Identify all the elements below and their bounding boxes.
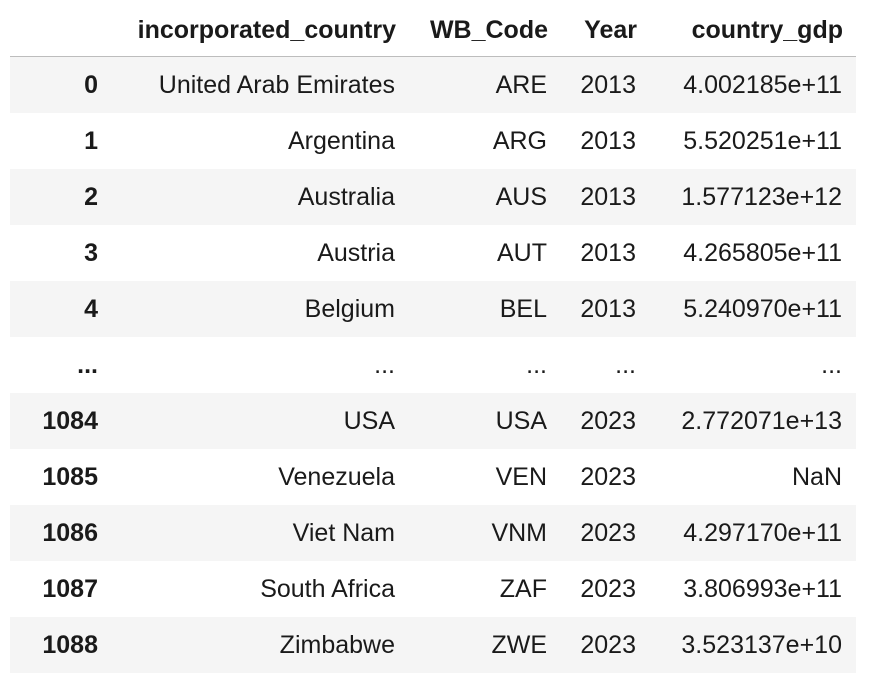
table-body: 0 United Arab Emirates ARE 2013 4.002185e+11… <box>10 56 856 673</box>
table-row: 2 Australia AUS 2013 1.577123e+12 <box>10 169 856 225</box>
row-index-label: 1 <box>84 126 98 155</box>
header-incorporated-country: incorporated_country <box>98 4 409 57</box>
row-index: 4 <box>10 281 98 337</box>
table-row: 1 Argentina ARG 2013 5.520251e+11 <box>10 113 856 169</box>
table-row: ............... <box>10 337 856 393</box>
cell-incorporated-country: South Africa <box>260 574 395 603</box>
cell-wb-code: ARE <box>495 70 547 99</box>
header-row: incorporated_country WB_Code Year countr… <box>10 4 856 57</box>
table-row: 1085 Venezuela VEN 2023 NaN <box>10 449 856 505</box>
cell-incorporated-country: United Arab Emirates <box>158 70 395 99</box>
cell-incorporated-country: Australia <box>297 182 395 211</box>
row-index: 2 <box>10 169 98 225</box>
cell-year: ... <box>615 350 636 379</box>
cell-year: 2023 <box>580 630 636 659</box>
cell-wb-code: VNM <box>491 518 547 547</box>
table-row: 1084 USA USA 2023 2.772071e+13 <box>10 393 856 449</box>
header-year: Year <box>561 4 650 57</box>
table-header: incorporated_country WB_Code Year countr… <box>10 4 856 57</box>
cell-incorporated-country: ... <box>374 350 395 379</box>
table-row: 4 Belgium BEL 2013 5.240970e+11 <box>10 281 856 337</box>
cell-country-gdp: 3.806993e+11 <box>683 574 842 603</box>
cell-country-gdp: 4.265805e+11 <box>683 238 842 267</box>
row-index-label: ... <box>77 350 98 379</box>
cell-country-gdp: 1.577123e+12 <box>681 182 842 211</box>
cell-country-gdp: 4.002185e+11 <box>683 70 842 99</box>
row-index: 1085 <box>10 449 98 505</box>
row-index-label: 1087 <box>42 574 98 603</box>
row-index-label: 0 <box>84 70 98 99</box>
table-row: 1087 South Africa ZAF 2023 3.806993e+11 <box>10 561 856 617</box>
dataframe-output: incorporated_country WB_Code Year countr… <box>10 4 856 673</box>
cell-year: 2023 <box>580 574 636 603</box>
table-row: 1088 Zimbabwe ZWE 2023 3.523137e+10 <box>10 617 856 673</box>
row-index: 1087 <box>10 561 98 617</box>
row-index-label: 4 <box>84 294 98 323</box>
cell-wb-code: AUS <box>495 182 547 211</box>
row-index: ... <box>10 337 98 393</box>
cell-country-gdp: 5.520251e+11 <box>683 126 842 155</box>
cell-year: 2013 <box>580 182 636 211</box>
table-row: 0 United Arab Emirates ARE 2013 4.002185e+11 <box>10 56 856 114</box>
cell-wb-code: USA <box>495 406 547 435</box>
row-index: 0 <box>10 57 98 114</box>
cell-year: 2023 <box>580 518 636 547</box>
cell-wb-code: ARG <box>492 126 547 155</box>
header-index <box>10 4 98 57</box>
cell-incorporated-country: Venezuela <box>278 462 395 491</box>
cell-country-gdp: 3.523137e+10 <box>681 630 842 659</box>
row-index-label: 1088 <box>42 630 98 659</box>
cell-country-gdp: NaN <box>791 462 842 491</box>
cell-wb-code: AUT <box>497 238 547 267</box>
cell-wb-code: VEN <box>495 462 547 491</box>
cell-incorporated-country: Austria <box>317 238 395 267</box>
row-index: 1088 <box>10 617 98 673</box>
header-country-gdp: country_gdp <box>650 4 856 57</box>
row-index-label: 1085 <box>42 462 98 491</box>
row-index-label: 1086 <box>42 518 98 547</box>
row-index: 3 <box>10 225 98 281</box>
cell-year: 2023 <box>580 462 636 491</box>
cell-year: 2013 <box>580 294 636 323</box>
row-index: 1086 <box>10 505 98 561</box>
row-index: 1084 <box>10 393 98 449</box>
dataframe-table: incorporated_country WB_Code Year countr… <box>10 4 856 673</box>
cell-wb-code: ... <box>526 350 547 379</box>
cell-incorporated-country: USA <box>343 406 395 435</box>
cell-wb-code: ZAF <box>499 574 547 603</box>
row-index: 1 <box>10 113 98 169</box>
cell-incorporated-country: Belgium <box>304 294 395 323</box>
row-index-label: 2 <box>84 182 98 211</box>
cell-country-gdp: ... <box>821 350 842 379</box>
cell-incorporated-country: Zimbabwe <box>279 630 395 659</box>
table-row: 1086 Viet Nam VNM 2023 4.297170e+11 <box>10 505 856 561</box>
cell-incorporated-country: Viet Nam <box>292 518 395 547</box>
row-index-label: 1084 <box>42 406 98 435</box>
table-row: 3 Austria AUT 2013 4.265805e+11 <box>10 225 856 281</box>
cell-wb-code: ZWE <box>491 630 547 659</box>
header-wb-code: WB_Code <box>409 4 561 57</box>
cell-year: 2013 <box>580 238 636 267</box>
cell-country-gdp: 2.772071e+13 <box>681 406 842 435</box>
cell-year: 2013 <box>580 70 636 99</box>
cell-country-gdp: 5.240970e+11 <box>683 294 842 323</box>
cell-wb-code: BEL <box>499 294 547 323</box>
cell-year: 2013 <box>580 126 636 155</box>
cell-year: 2023 <box>580 406 636 435</box>
cell-country-gdp: 4.297170e+11 <box>683 518 842 547</box>
cell-incorporated-country: Argentina <box>287 126 395 155</box>
row-index-label: 3 <box>84 238 98 267</box>
